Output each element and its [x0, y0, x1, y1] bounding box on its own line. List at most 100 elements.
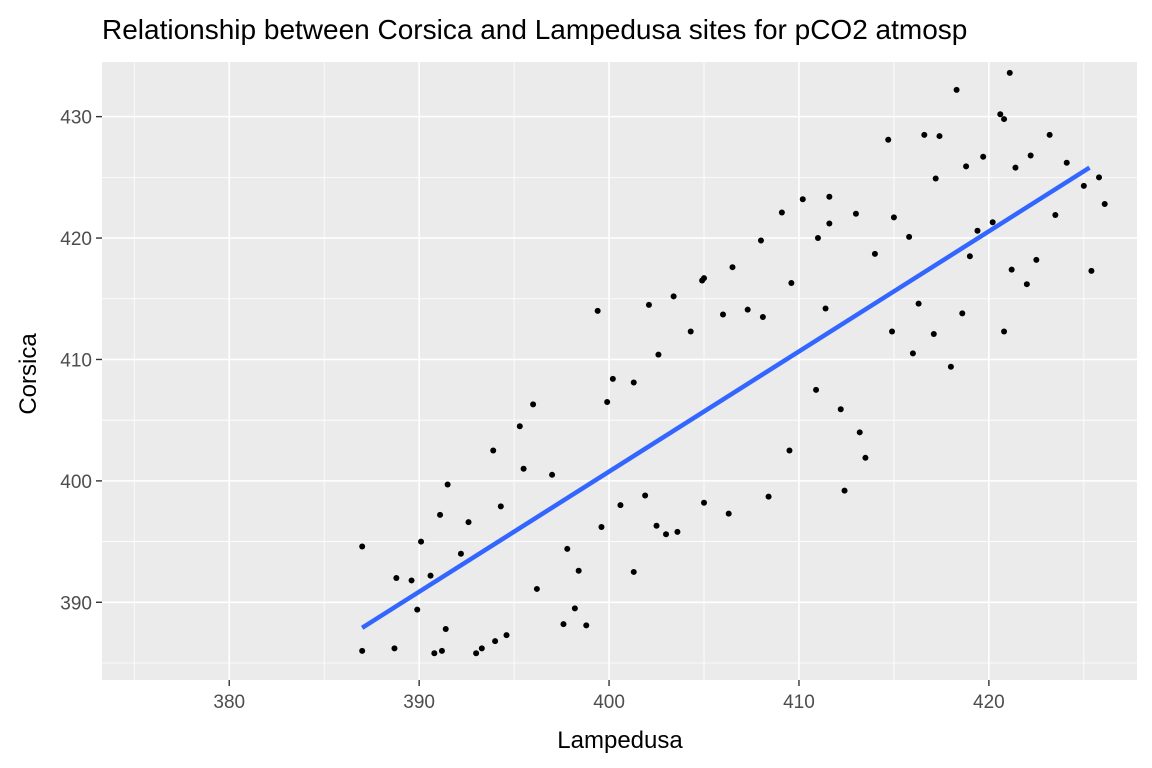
- data-point: [530, 401, 537, 408]
- data-point: [560, 621, 567, 628]
- data-point: [813, 386, 820, 393]
- data-point: [852, 210, 859, 217]
- data-point: [889, 328, 896, 335]
- data-point: [473, 650, 480, 657]
- data-point: [959, 310, 966, 317]
- data-point: [788, 279, 795, 286]
- data-point: [1052, 211, 1059, 218]
- data-point: [953, 86, 960, 93]
- data-point: [645, 301, 652, 308]
- data-point: [490, 447, 497, 454]
- data-point: [393, 575, 400, 582]
- y-tick-label: 390: [60, 593, 92, 614]
- data-point: [438, 647, 445, 654]
- data-point: [414, 606, 421, 613]
- axis-ticks: [96, 115, 990, 686]
- data-point: [437, 511, 444, 518]
- data-point: [391, 645, 398, 652]
- data-point: [841, 487, 848, 494]
- data-point: [1001, 116, 1008, 123]
- data-point: [492, 638, 499, 645]
- data-point: [1006, 69, 1013, 76]
- data-point: [642, 492, 649, 499]
- data-point: [701, 499, 708, 506]
- data-point: [1012, 164, 1019, 171]
- x-tick-label: 380: [213, 692, 245, 713]
- data-point: [862, 454, 869, 461]
- data-point: [1096, 174, 1103, 181]
- data-point: [757, 237, 764, 244]
- data-point: [729, 264, 736, 271]
- data-point: [1088, 267, 1095, 274]
- data-point: [687, 328, 694, 335]
- data-point: [630, 568, 637, 575]
- data-point: [520, 465, 527, 472]
- data-point: [670, 293, 677, 300]
- y-tick-label: 420: [60, 229, 92, 250]
- data-point: [915, 300, 922, 307]
- data-point: [478, 645, 485, 652]
- data-point: [799, 196, 806, 203]
- data-point: [871, 250, 878, 257]
- data-point: [826, 220, 833, 227]
- data-point: [444, 481, 451, 488]
- data-point: [856, 429, 863, 436]
- data-point: [932, 175, 939, 182]
- data-point: [655, 351, 662, 358]
- data-point: [759, 313, 766, 320]
- data-point: [594, 307, 601, 314]
- data-point: [936, 133, 943, 140]
- data-point: [786, 447, 793, 454]
- data-point: [457, 550, 464, 557]
- data-point: [442, 626, 449, 633]
- x-axis-title: Lampedusa: [557, 727, 683, 754]
- data-point: [963, 163, 970, 170]
- data-point: [890, 214, 897, 221]
- y-tick-label: 400: [60, 472, 92, 493]
- data-point: [1001, 328, 1008, 335]
- data-point: [997, 111, 1004, 118]
- data-point: [571, 605, 578, 612]
- data-point: [575, 567, 582, 574]
- data-point: [630, 379, 637, 386]
- data-point: [503, 632, 510, 639]
- data-point: [516, 423, 523, 430]
- data-point: [359, 543, 366, 550]
- data-point: [598, 524, 605, 531]
- data-point: [497, 503, 504, 510]
- data-point: [837, 406, 844, 413]
- data-point: [564, 545, 571, 552]
- x-tick-label: 410: [783, 692, 815, 713]
- data-point: [930, 330, 937, 337]
- data-point: [921, 131, 928, 138]
- minor-gridlines: [102, 62, 1137, 680]
- data-point: [765, 493, 772, 500]
- data-point: [725, 510, 732, 517]
- data-point: [966, 253, 973, 260]
- data-point: [778, 209, 785, 216]
- data-point: [663, 531, 670, 538]
- data-point: [1033, 256, 1040, 263]
- data-point: [989, 219, 996, 226]
- data-point: [617, 502, 624, 509]
- data-point: [701, 275, 708, 282]
- x-tick-labels: 380 390 400 410 420: [213, 692, 1004, 713]
- data-point: [980, 153, 987, 160]
- data-point: [909, 350, 916, 357]
- data-point: [1046, 131, 1053, 138]
- y-tick-label: 430: [60, 108, 92, 129]
- data-point: [906, 233, 913, 240]
- data-point: [1101, 201, 1108, 208]
- data-point: [744, 306, 751, 313]
- data-point: [408, 577, 415, 584]
- data-point: [604, 398, 611, 405]
- data-point: [653, 522, 660, 529]
- data-point: [1063, 159, 1070, 166]
- data-point: [947, 363, 954, 370]
- data-point: [418, 538, 425, 545]
- data-points: [359, 69, 1108, 657]
- trend-line: [360, 165, 1091, 630]
- data-point: [465, 519, 472, 526]
- data-point: [674, 528, 681, 535]
